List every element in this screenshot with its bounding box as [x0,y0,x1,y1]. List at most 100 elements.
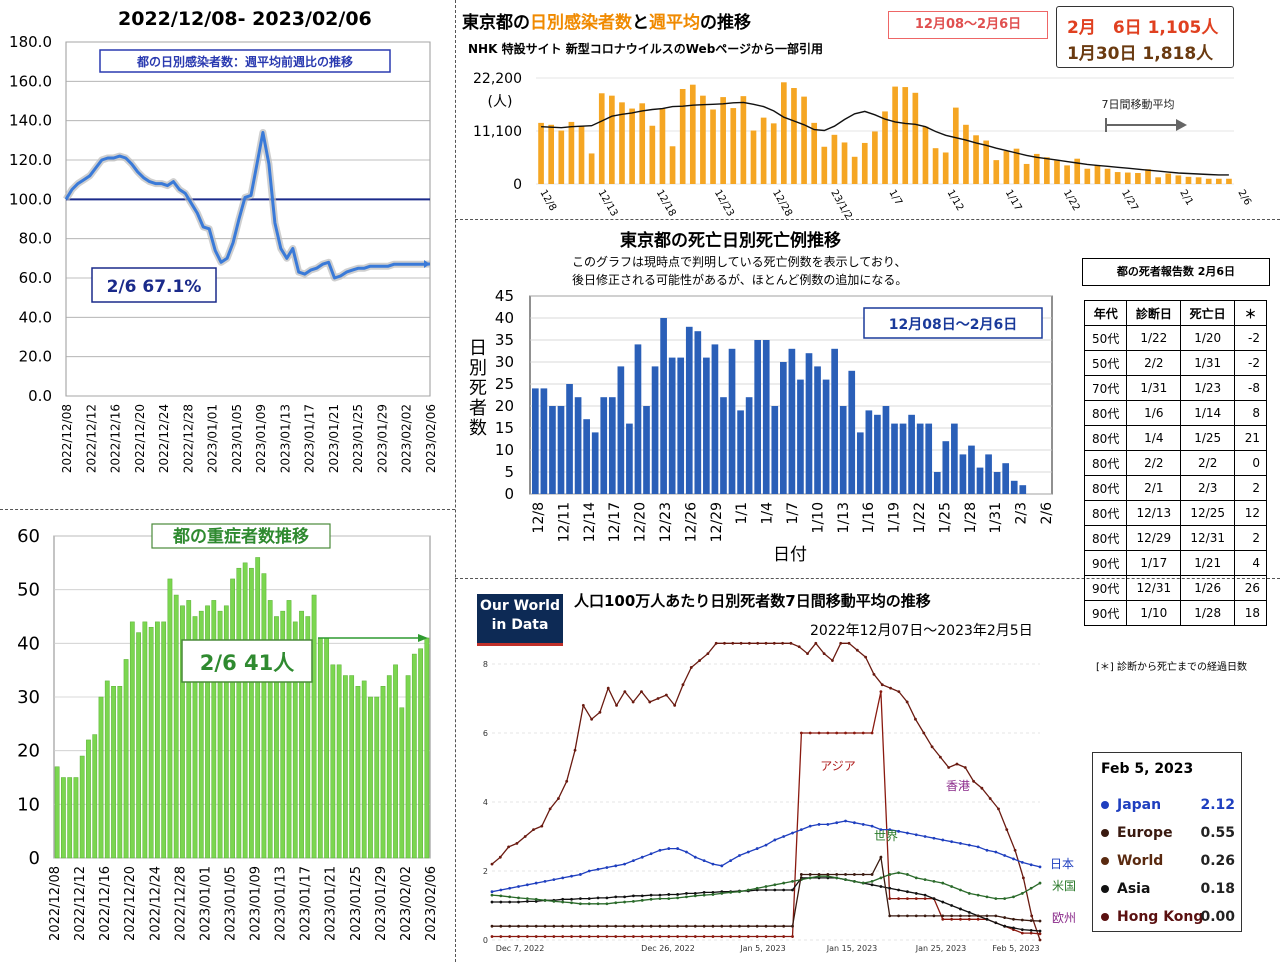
owid-point [950,840,954,844]
x-tick-label: 12/20 [633,502,649,542]
infection-bar [689,84,696,184]
chart-title: 都の日別感染者数：週平均前週比の推移 [136,54,353,69]
infection-bar [629,108,635,184]
owid-point [614,864,618,868]
x-tick-label: 12/11 [556,502,572,542]
legend-series-value: 2.12 [1200,797,1235,813]
owid-point [959,888,962,892]
infection-bar [791,88,797,184]
owid-point [1038,929,1042,933]
owid-point [976,917,980,921]
owid-point [870,879,874,883]
y-tick-label: 25 [495,375,514,393]
owid-point [499,894,503,898]
death-report-cell: 12 [1234,500,1267,526]
death-bar [959,454,967,494]
owid-point [656,697,660,700]
death-bar [899,423,907,494]
owid-point [1029,928,1033,932]
owid-point [614,895,618,899]
death-bar [634,344,642,494]
severe-bar [255,557,261,859]
owid-point [764,935,768,938]
infection-bar [1074,158,1081,184]
x-tick-label: 12/8 [531,502,547,533]
owid-point [994,850,998,854]
infection-bar [1135,173,1141,184]
annotation-box [181,639,313,683]
owid-point [578,902,582,906]
owid-point [648,700,652,704]
owid-point [870,873,874,876]
infection-bar [750,130,757,184]
owid-point [605,902,609,906]
owid-point [623,900,626,904]
owid-point [976,893,980,897]
infection-bar [598,93,605,184]
infection-title-part: と [632,13,649,33]
owid-point [649,935,653,938]
owid-point [557,797,560,800]
owid-point [932,914,936,918]
x-tick-label: 12/23 [712,188,736,218]
infection-bar [952,107,959,184]
death-report-title: 都の死者報告数 2月6日 [1082,258,1270,286]
owid-point [844,731,847,735]
owid-point [773,935,777,938]
owid-point [490,924,494,928]
annotation-label: 2/6 41人 [200,651,294,675]
infection-bar [1175,175,1182,184]
x-tick-label: 2022/12/08 [60,404,74,473]
owid-point [817,823,821,826]
owid-point [508,924,512,928]
owid-point [738,854,741,857]
death-bar [668,357,676,494]
severe-bar [155,621,160,859]
owid-point [976,914,980,918]
severe-bar [142,621,148,859]
owid-point [596,935,600,938]
x-tick-label: Jan 15, 2023 [826,944,878,953]
owid-point [923,897,927,900]
owid-point [490,893,494,897]
owid-point [888,914,892,918]
death-bar [780,362,787,494]
owid-point [844,819,847,823]
death-bar [557,406,565,494]
owid-point [729,859,733,863]
death-report-cell: 1/14 [1180,400,1236,426]
death-report-table: 年代 診断日 死亡日 ＊ 50代 1/22 1/20 -2 50代 2/2 1/31 -2 70… [1083,300,1267,626]
arrow-head-icon [1176,119,1187,131]
owid-point [605,866,609,869]
x-tick-label: 2023/01/05 [230,404,244,473]
severe-bar [230,578,235,859]
death-bar [805,353,813,494]
x-tick-label: 2022/12/28 [173,866,188,941]
x-tick-label: 1/22 [1061,188,1082,213]
death-bar [754,340,762,494]
y-tick-label: 60.0 [19,269,52,287]
death-bar [583,419,590,494]
owid-point [681,683,685,687]
severe-bar [286,600,292,859]
owid-point [1020,928,1024,932]
owid-point [711,935,715,938]
owid-point [879,885,883,888]
death-bar [574,397,582,494]
owid-point [755,847,759,850]
severe-bar [330,664,336,859]
infection-title-part: 東京都の [462,13,530,33]
owid-point [490,890,494,894]
owid-point [994,897,998,900]
severe-bar [73,777,79,859]
x-tick-label: Dec 26, 2022 [641,944,695,953]
severe-bar [368,696,373,859]
death-report-cell: 18 [1234,600,1267,626]
severe-bar [92,734,98,859]
death-bar [856,432,864,494]
x-tick-label: 1/17 [1003,188,1024,213]
owid-point [658,893,662,897]
x-tick-label: 2023/01/13 [278,404,292,473]
owid-point [938,755,942,759]
x-tick-label: 2023/01/25 [349,866,364,941]
